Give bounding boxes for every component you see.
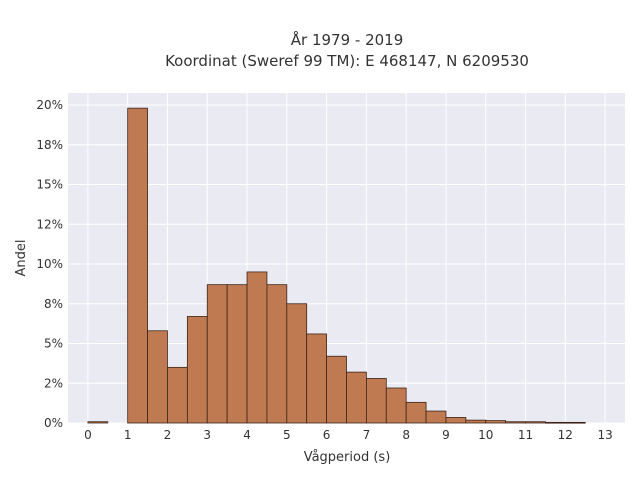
x-tick-label: 2 [164, 428, 172, 442]
histogram-bar [485, 420, 507, 424]
x-tick-label: 7 [363, 428, 371, 442]
x-tick-label: 0 [84, 428, 92, 442]
histogram-bar [246, 271, 268, 424]
x-tick-label: 12 [558, 428, 573, 442]
x-axis-label: Vågperiod (s) [304, 450, 391, 465]
x-tick-label: 13 [597, 428, 612, 442]
y-axis-ticks: 0% 2% 5% 8% 10% 12% 15% 18% 20% [36, 98, 63, 430]
histogram-bar [465, 419, 487, 424]
histogram-bar [385, 387, 407, 424]
x-tick-label: 5 [283, 428, 291, 442]
histogram-bar [425, 410, 447, 424]
chart-title: År 1979 - 2019 [291, 30, 404, 49]
histogram-bar [525, 421, 546, 424]
histogram-bar [167, 366, 188, 424]
y-tick-label: 18% [36, 138, 63, 152]
histogram-bar [127, 107, 148, 424]
y-tick-label: 0% [44, 416, 63, 430]
y-tick-label: 20% [36, 98, 63, 112]
y-tick-label: 15% [36, 178, 63, 192]
histogram-bar [405, 401, 427, 424]
y-tick-label: 10% [36, 257, 63, 271]
x-tick-label: 10 [478, 428, 493, 442]
histogram-bar [87, 421, 109, 424]
histogram-bar [266, 284, 288, 424]
histogram-bar [505, 421, 526, 424]
x-tick-label: 3 [203, 428, 211, 442]
x-tick-label: 11 [518, 428, 533, 442]
histogram-bar [226, 284, 248, 424]
x-tick-label: 9 [442, 428, 450, 442]
histogram-bar [286, 303, 308, 424]
histogram-bar [186, 316, 208, 424]
y-tick-label: 8% [44, 297, 63, 311]
x-axis-ticks: 0 1 2 3 4 5 6 7 8 9 10 11 12 13 [84, 428, 613, 442]
histogram-bars [87, 107, 586, 424]
histogram-bar [326, 355, 347, 424]
histogram-bar [147, 330, 168, 424]
x-tick-label: 6 [323, 428, 331, 442]
y-axis-label: Andel [14, 240, 29, 277]
histogram-bar [445, 417, 467, 424]
chart-subtitle: Koordinat (Sweref 99 TM): E 468147, N 62… [165, 52, 529, 70]
histogram-bar [346, 371, 367, 424]
histogram-bar [564, 421, 586, 424]
histogram-bar [365, 378, 387, 424]
histogram-bar [545, 421, 566, 424]
y-tick-label: 5% [44, 337, 63, 351]
y-tick-label: 2% [44, 376, 63, 390]
histogram-bar [306, 333, 328, 424]
x-tick-label: 8 [402, 428, 410, 442]
x-tick-label: 1 [124, 428, 132, 442]
y-tick-label: 12% [36, 217, 63, 231]
histogram-bar [206, 284, 228, 424]
x-tick-label: 4 [243, 428, 251, 442]
